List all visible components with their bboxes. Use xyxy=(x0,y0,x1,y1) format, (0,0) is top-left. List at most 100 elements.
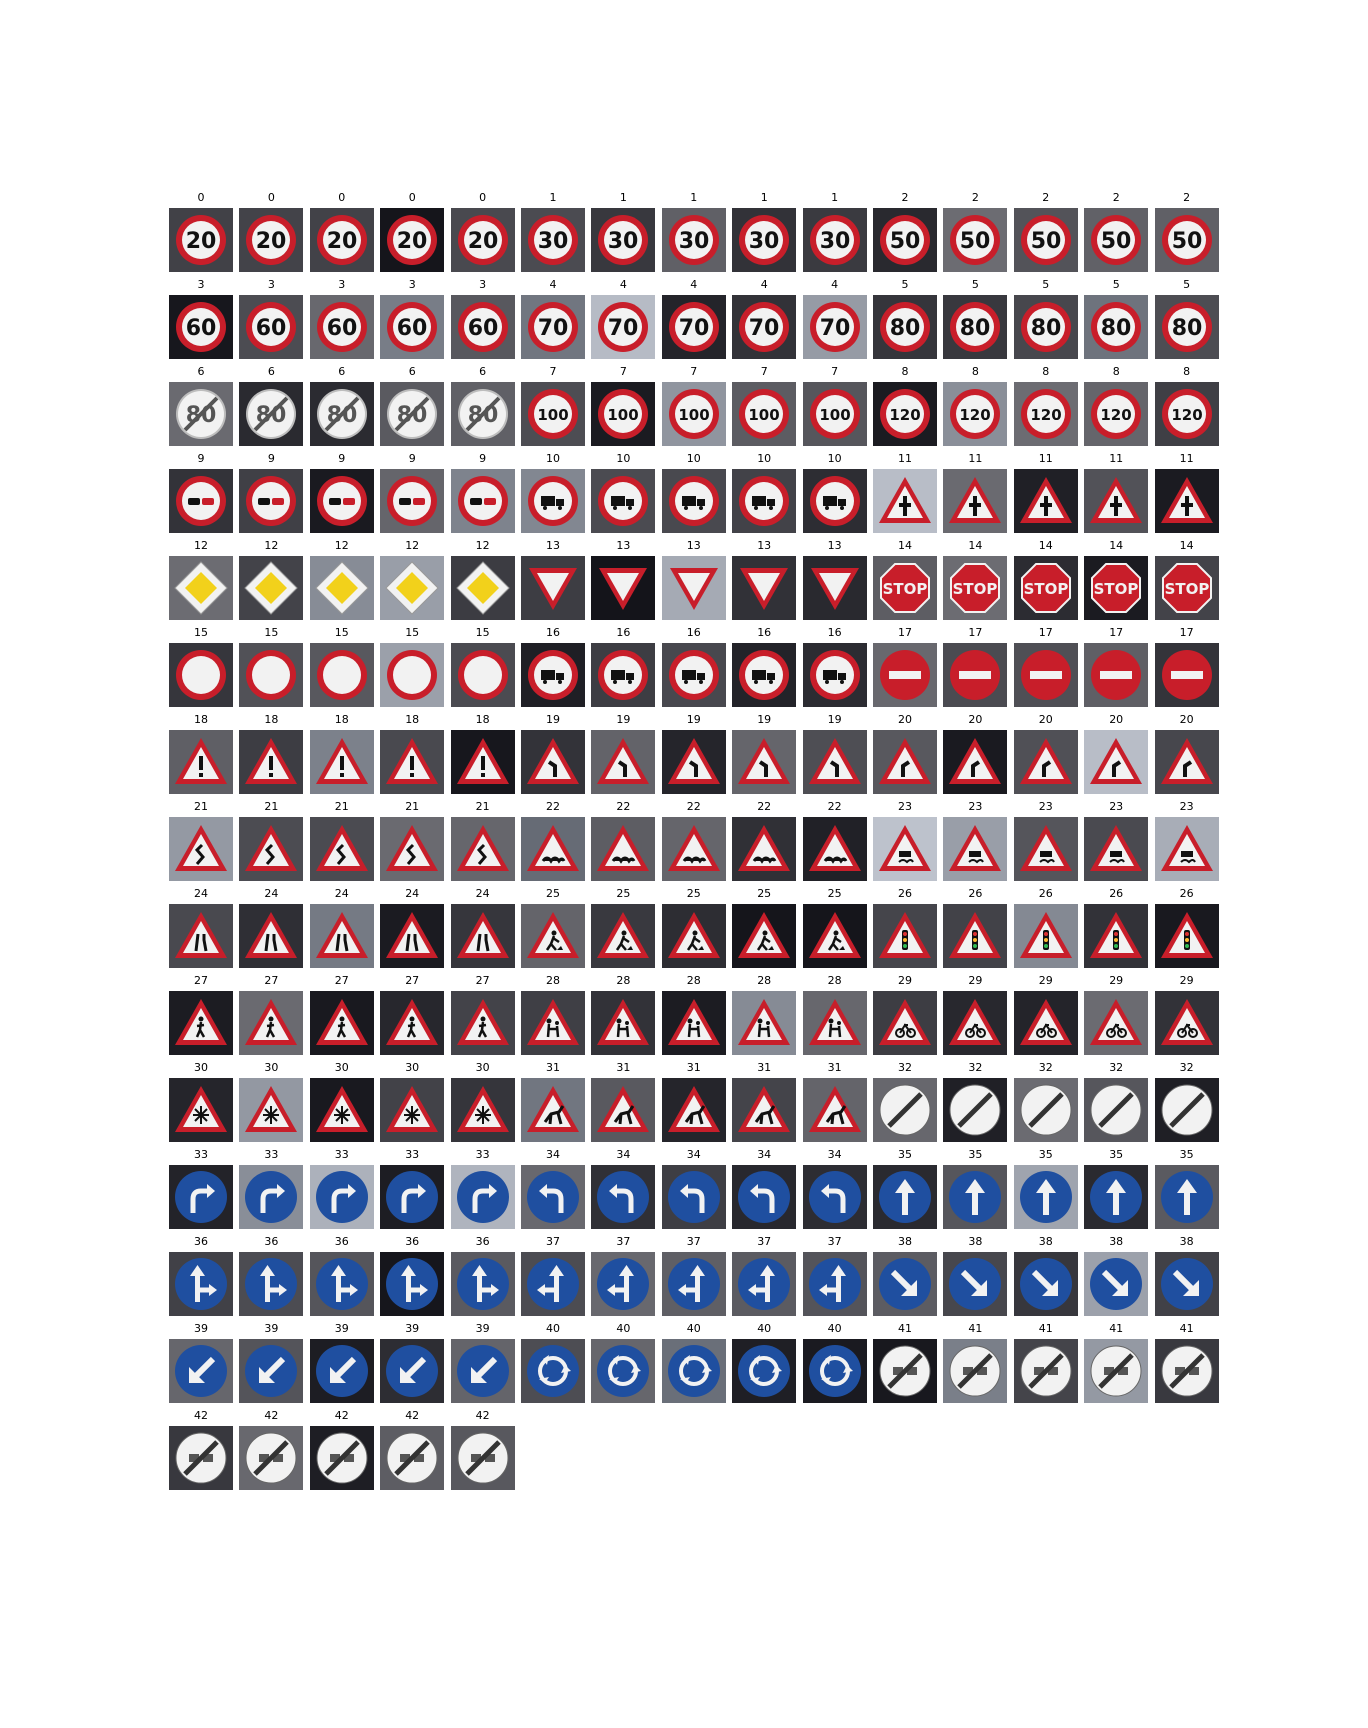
speed-sign-icon: 120 xyxy=(1013,382,1078,446)
sign-thumbnail xyxy=(1084,1339,1149,1403)
sign-thumbnail xyxy=(239,817,304,881)
sign-thumbnail: 20 xyxy=(239,208,304,272)
roundabout-icon xyxy=(802,1339,867,1403)
sign-thumbnail xyxy=(732,991,797,1055)
sign-thumbnail xyxy=(309,991,374,1055)
class-label: 29 xyxy=(968,974,983,987)
class-label: 35 xyxy=(968,1148,983,1161)
sign-thumbnail xyxy=(943,904,1008,968)
class-label: 26 xyxy=(1038,887,1053,900)
sign-thumbnail: 80 xyxy=(450,382,515,446)
sign-thumbnail xyxy=(380,556,445,620)
class-label: 3 xyxy=(197,278,205,291)
class-label: 4 xyxy=(619,278,627,291)
children-crossing-icon xyxy=(591,991,656,1055)
class-label: 13 xyxy=(616,539,631,552)
class-label: 25 xyxy=(546,887,560,900)
speed-sign-icon: 60 xyxy=(169,295,233,359)
sign-thumbnail xyxy=(943,730,1008,794)
sign-thumbnail xyxy=(943,1165,1008,1229)
end-no-passing-trucks-icon xyxy=(169,1426,233,1490)
class-label: 24 xyxy=(264,887,279,900)
sign-thumbnail xyxy=(169,904,233,968)
wild-animals-icon xyxy=(732,1078,797,1142)
sign-thumbnail xyxy=(309,1426,374,1490)
class-label: 41 xyxy=(1179,1322,1194,1335)
sign-thumbnail: 50 xyxy=(943,208,1008,272)
sign-thumbnail xyxy=(380,817,445,881)
sign-thumbnail xyxy=(732,643,797,707)
class-label: 26 xyxy=(1109,887,1124,900)
sign-thumbnail xyxy=(732,1339,797,1403)
class-label: 34 xyxy=(757,1148,772,1161)
sign-thumbnail: 30 xyxy=(802,208,867,272)
sign-thumbnail: 20 xyxy=(450,208,515,272)
priority-road-icon xyxy=(380,556,445,620)
road-work-icon xyxy=(802,904,867,968)
curve-right-icon xyxy=(1084,730,1149,794)
sign-thumbnail xyxy=(873,1165,937,1229)
sign-thumbnail xyxy=(661,1078,726,1142)
svg-text:100: 100 xyxy=(819,406,850,424)
class-label: 6 xyxy=(197,365,205,378)
road-work-icon xyxy=(661,904,726,968)
svg-text:30: 30 xyxy=(678,229,709,254)
sign-thumbnail xyxy=(450,1078,515,1142)
class-label: 37 xyxy=(546,1235,560,1248)
end-restrictions-icon xyxy=(1084,1078,1149,1142)
class-label: 32 xyxy=(1038,1061,1053,1074)
class-label: 6 xyxy=(479,365,487,378)
svg-text:120: 120 xyxy=(960,406,991,424)
stop-sign-icon: STOP xyxy=(1084,556,1149,620)
class-label: 13 xyxy=(546,539,560,552)
sign-thumbnail xyxy=(873,1339,937,1403)
class-label: 8 xyxy=(1112,365,1120,378)
slippery-road-icon xyxy=(1154,817,1219,881)
truck-prohibited-icon xyxy=(802,643,867,707)
traffic-signals-icon xyxy=(1084,904,1149,968)
class-label: 14 xyxy=(1109,539,1124,552)
snowflake-icon xyxy=(239,1078,304,1142)
pedestrians-icon xyxy=(169,991,233,1055)
children-crossing-icon xyxy=(521,991,585,1055)
class-label: 39 xyxy=(405,1322,420,1335)
svg-text:STOP: STOP xyxy=(1094,580,1139,598)
svg-text:70: 70 xyxy=(819,316,850,341)
speed-sign-icon: 50 xyxy=(1084,208,1149,272)
sign-thumbnail xyxy=(802,1165,867,1229)
sign-thumbnail xyxy=(732,817,797,881)
sign-thumbnail xyxy=(239,991,304,1055)
class-label: 27 xyxy=(264,974,279,987)
snowflake-icon xyxy=(169,1078,233,1142)
curve-left-icon xyxy=(521,730,585,794)
exclamation-icon xyxy=(450,730,515,794)
bicycles-crossing-icon xyxy=(873,991,937,1055)
sign-thumbnail xyxy=(521,556,585,620)
bumpy-road-icon xyxy=(802,817,867,881)
no-vehicles-icon xyxy=(169,643,233,707)
class-label: 3 xyxy=(338,278,346,291)
svg-text:STOP: STOP xyxy=(953,580,998,598)
sign-thumbnail: 120 xyxy=(943,382,1008,446)
sign-thumbnail xyxy=(732,904,797,968)
ahead-only-icon xyxy=(943,1165,1008,1229)
exclamation-icon xyxy=(380,730,445,794)
sign-thumbnail xyxy=(591,730,656,794)
class-label: 6 xyxy=(408,365,416,378)
class-label: 22 xyxy=(757,800,772,813)
class-label: 19 xyxy=(686,713,701,726)
sign-thumbnail xyxy=(309,1078,374,1142)
class-label: 15 xyxy=(194,626,208,639)
svg-text:120: 120 xyxy=(1101,406,1132,424)
class-label: 5 xyxy=(1042,278,1050,291)
traffic-signals-icon xyxy=(1013,904,1078,968)
sign-thumbnail: 120 xyxy=(873,382,937,446)
sign-thumbnail xyxy=(943,1252,1008,1316)
sign-thumbnail xyxy=(169,1078,233,1142)
sign-thumbnail xyxy=(802,1252,867,1316)
sign-thumbnail xyxy=(450,1426,515,1490)
sign-thumbnail: 30 xyxy=(521,208,585,272)
speed-sign-icon: 80 xyxy=(1084,295,1149,359)
curve-right-icon xyxy=(1013,730,1078,794)
sign-thumbnail xyxy=(169,730,233,794)
